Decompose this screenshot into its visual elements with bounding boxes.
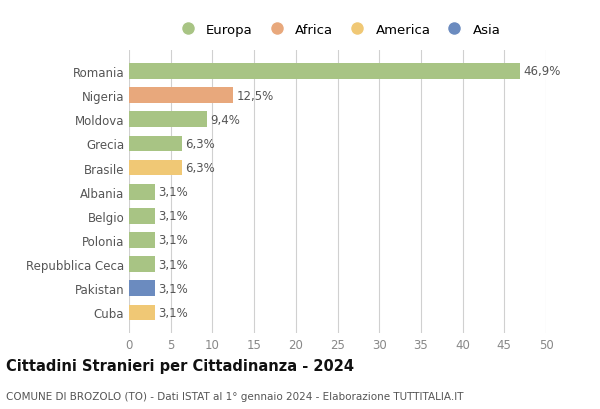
Text: 3,1%: 3,1% xyxy=(158,210,188,223)
Bar xyxy=(129,160,182,176)
Bar xyxy=(129,281,155,297)
Bar xyxy=(129,136,182,152)
Text: 6,3%: 6,3% xyxy=(185,162,215,175)
Text: 3,1%: 3,1% xyxy=(158,258,188,271)
Text: 6,3%: 6,3% xyxy=(185,137,215,151)
Text: Cittadini Stranieri per Cittadinanza - 2024: Cittadini Stranieri per Cittadinanza - 2… xyxy=(6,358,354,373)
Text: COMUNE DI BROZOLO (TO) - Dati ISTAT al 1° gennaio 2024 - Elaborazione TUTTITALIA: COMUNE DI BROZOLO (TO) - Dati ISTAT al 1… xyxy=(6,391,464,401)
Bar xyxy=(129,305,155,321)
Bar xyxy=(129,233,155,248)
Text: 46,9%: 46,9% xyxy=(523,65,561,78)
Text: 12,5%: 12,5% xyxy=(236,90,274,102)
Bar xyxy=(129,112,208,128)
Text: 3,1%: 3,1% xyxy=(158,234,188,247)
Text: 3,1%: 3,1% xyxy=(158,282,188,295)
Bar xyxy=(129,184,155,200)
Bar xyxy=(129,64,520,80)
Text: 3,1%: 3,1% xyxy=(158,306,188,319)
Text: 9,4%: 9,4% xyxy=(211,113,241,126)
Legend: Europa, Africa, America, Asia: Europa, Africa, America, Asia xyxy=(169,18,506,42)
Bar xyxy=(129,257,155,272)
Bar xyxy=(129,88,233,104)
Bar xyxy=(129,209,155,224)
Text: 3,1%: 3,1% xyxy=(158,186,188,199)
